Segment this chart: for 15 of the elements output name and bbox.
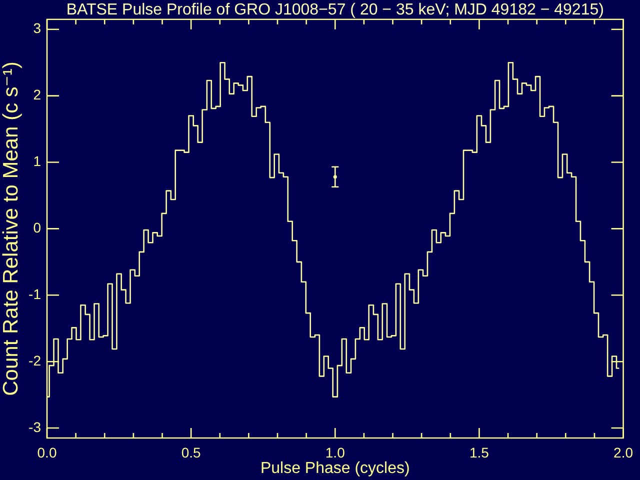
x-tick-label: 0.5	[181, 444, 202, 460]
x-tick-label: 1.0	[325, 444, 346, 460]
x-tick-label: 1.5	[469, 444, 490, 460]
x-tick-label: 0.0	[37, 444, 57, 460]
y-tick-label: 3	[33, 20, 42, 36]
x-tick-label: 2.0	[614, 444, 634, 460]
y-axis-title: Count Rate Relative to Mean (c s⁻¹)	[0, 62, 22, 396]
chart-title: BATSE Pulse Profile of GRO J1008−57 ( 20 − 35 keV; MJD 49182 − 49215)	[66, 2, 604, 19]
y-tick-label: -3	[28, 418, 42, 435]
y-tick-label: -1	[28, 286, 42, 302]
y-tick-label: 1	[33, 153, 42, 170]
y-tick-label: 2	[33, 86, 42, 103]
y-tick-label: -2	[28, 352, 42, 368]
y-tick-label: 0	[33, 220, 42, 236]
x-axis-title: Pulse Phase (cycles)	[260, 460, 410, 477]
